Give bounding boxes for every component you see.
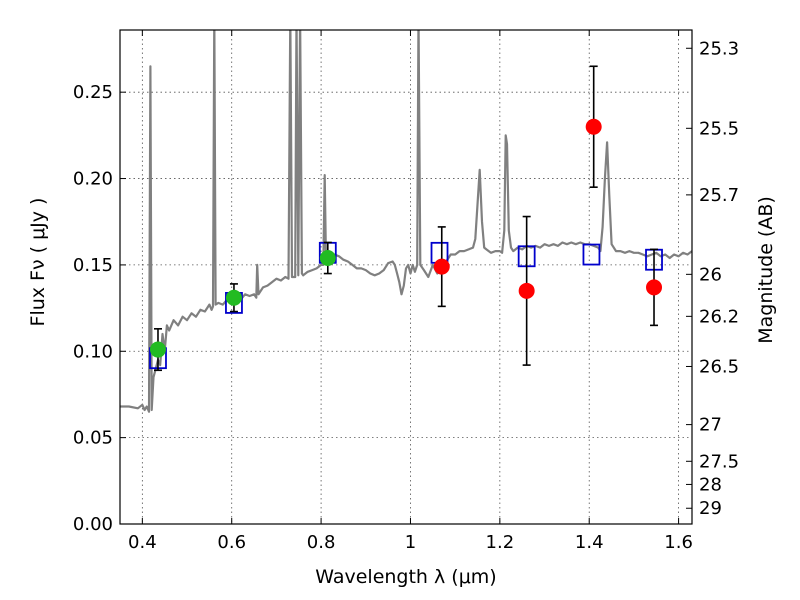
y-tick-label: 0.05 [73,428,113,449]
x-axis-label: Wavelength λ (μm) [315,566,496,588]
plot-frame [119,29,693,525]
nir-data-point [433,258,450,275]
x-tick-label: 0.6 [217,532,246,553]
optical-data-point [319,250,336,266]
y2-tick-label: 26.5 [699,356,739,377]
x-tick-label: 1.2 [486,532,515,553]
x-tick-label: 0.8 [307,532,336,553]
y2-tick-label: 26.2 [699,306,739,327]
y-tick-label: 0.20 [73,169,113,190]
y2-tick-label: 27 [699,415,722,436]
nir-data-point [585,118,602,135]
y2-tick-label: 27.5 [699,451,739,472]
y2-tick-label: 25.5 [699,118,739,139]
y-axis-label: Flux Fν ( μJy ) [27,198,49,327]
plot-area [120,30,692,413]
nir-data-point [518,282,535,299]
y-tick-label: 0.25 [73,82,113,103]
spectrum-line [120,30,692,413]
x-tick-label: 0.4 [128,532,157,553]
axes: 0.4 0.6 0.8 1 1.2 1.4 1.6 0.00 0.05 0.10 0.15 0.20 0… [73,29,739,553]
x-tick-label: 1.6 [664,532,693,553]
model-photometry-marker [582,243,601,266]
x-tick-label: 1 [405,532,416,553]
y2-tick-label: 25.3 [699,38,739,59]
optical-data-point [225,289,242,306]
y2-axis-label: Magnitude (AB) [755,196,777,344]
y2-tick-label: 28 [699,474,722,495]
y-tick-label: 0.00 [73,514,113,535]
y2-tick-label: 25.7 [699,185,739,206]
x-tick-label: 1.4 [575,532,604,553]
y-tick-label: 0.10 [73,341,113,362]
y2-tick-label: 26 [699,264,722,285]
y2-tick-label: 29 [699,498,722,519]
optical-data-point [149,341,166,358]
y-tick-label: 0.15 [73,255,113,276]
nir-data-point [646,279,663,296]
